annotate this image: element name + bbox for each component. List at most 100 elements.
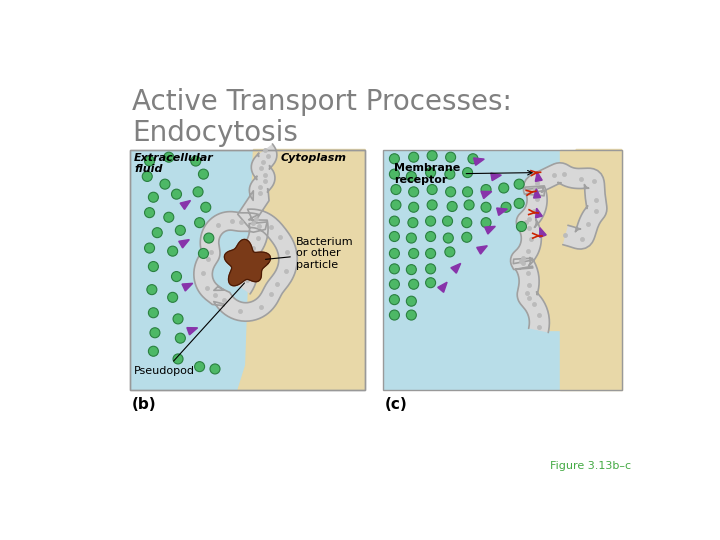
Circle shape — [462, 218, 472, 228]
Polygon shape — [531, 150, 621, 330]
Polygon shape — [438, 282, 447, 292]
Polygon shape — [534, 189, 541, 198]
Bar — [383, 150, 621, 390]
Circle shape — [150, 328, 160, 338]
FancyBboxPatch shape — [89, 62, 649, 484]
Circle shape — [406, 265, 416, 275]
Circle shape — [406, 171, 416, 181]
Circle shape — [193, 187, 203, 197]
Text: Extracellular
fluid: Extracellular fluid — [134, 153, 214, 174]
Circle shape — [406, 233, 416, 243]
Circle shape — [390, 216, 400, 226]
Text: (c): (c) — [384, 397, 407, 413]
Circle shape — [443, 216, 453, 226]
Circle shape — [163, 152, 174, 162]
Circle shape — [173, 354, 183, 364]
Text: Bacterium
or other
particle: Bacterium or other particle — [266, 237, 354, 270]
Circle shape — [406, 310, 416, 320]
Text: (b): (b) — [132, 397, 156, 413]
Polygon shape — [179, 240, 189, 248]
Bar — [130, 150, 365, 390]
Circle shape — [462, 187, 472, 197]
Circle shape — [171, 189, 181, 199]
Circle shape — [173, 314, 183, 324]
Polygon shape — [182, 284, 193, 291]
Circle shape — [204, 233, 214, 243]
Text: Cytoplasm: Cytoplasm — [281, 153, 346, 163]
Polygon shape — [238, 150, 365, 390]
Polygon shape — [540, 228, 546, 238]
Circle shape — [501, 202, 511, 212]
Circle shape — [427, 200, 437, 210]
Circle shape — [390, 154, 400, 164]
Circle shape — [408, 218, 418, 228]
Circle shape — [390, 248, 400, 259]
Text: Membrane
receptor: Membrane receptor — [395, 163, 532, 185]
Polygon shape — [485, 226, 495, 234]
Circle shape — [199, 248, 209, 259]
Circle shape — [426, 264, 436, 274]
Polygon shape — [497, 208, 508, 215]
Circle shape — [446, 152, 456, 162]
Circle shape — [409, 202, 418, 212]
Circle shape — [462, 167, 472, 178]
Polygon shape — [560, 150, 621, 390]
Bar — [383, 150, 621, 390]
Polygon shape — [187, 328, 197, 335]
Circle shape — [176, 333, 185, 343]
Circle shape — [409, 187, 418, 197]
Circle shape — [199, 169, 209, 179]
Circle shape — [148, 346, 158, 356]
Polygon shape — [225, 239, 271, 286]
Text: Pseudopod: Pseudopod — [134, 283, 245, 376]
Circle shape — [145, 208, 155, 218]
Circle shape — [445, 169, 455, 179]
Polygon shape — [536, 172, 542, 181]
Circle shape — [391, 185, 401, 194]
Circle shape — [427, 151, 437, 161]
Bar — [130, 150, 365, 390]
Circle shape — [201, 202, 211, 212]
Circle shape — [148, 261, 158, 272]
Circle shape — [406, 296, 416, 306]
Circle shape — [514, 198, 524, 208]
Circle shape — [152, 228, 162, 238]
Circle shape — [446, 187, 456, 197]
Polygon shape — [510, 163, 607, 333]
Polygon shape — [474, 158, 485, 165]
Polygon shape — [194, 144, 297, 321]
Circle shape — [427, 185, 437, 194]
Circle shape — [445, 247, 455, 257]
Text: Active Transport Processes:
Endocytosis: Active Transport Processes: Endocytosis — [132, 88, 512, 147]
Circle shape — [391, 200, 401, 210]
Circle shape — [171, 272, 181, 281]
Circle shape — [176, 225, 185, 235]
Circle shape — [194, 362, 204, 372]
Circle shape — [462, 232, 472, 242]
Circle shape — [160, 179, 170, 189]
Circle shape — [516, 221, 526, 232]
Circle shape — [464, 200, 474, 210]
Polygon shape — [536, 208, 542, 218]
Circle shape — [481, 185, 491, 194]
Circle shape — [447, 201, 457, 212]
Polygon shape — [481, 191, 492, 199]
Circle shape — [163, 212, 174, 222]
Circle shape — [147, 285, 157, 295]
Circle shape — [390, 310, 400, 320]
Circle shape — [168, 292, 178, 302]
Circle shape — [194, 218, 204, 228]
Polygon shape — [491, 173, 501, 181]
Circle shape — [390, 264, 400, 274]
Circle shape — [499, 183, 509, 193]
Circle shape — [148, 192, 158, 202]
Circle shape — [481, 218, 491, 228]
Circle shape — [143, 171, 152, 181]
Circle shape — [145, 243, 155, 253]
Circle shape — [426, 216, 436, 226]
Circle shape — [444, 233, 454, 243]
Circle shape — [210, 364, 220, 374]
Circle shape — [468, 154, 478, 164]
Circle shape — [390, 232, 400, 241]
Bar — [130, 150, 365, 390]
